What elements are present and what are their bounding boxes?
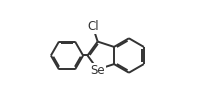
Text: Cl: Cl bbox=[87, 20, 99, 33]
Text: Se: Se bbox=[90, 64, 105, 77]
